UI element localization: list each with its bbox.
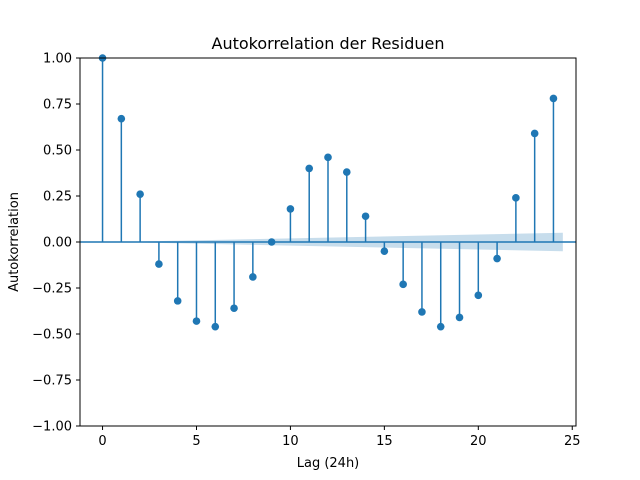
- stem-marker: [530, 129, 539, 138]
- x-tick-label: 0: [98, 434, 106, 449]
- stem-marker: [418, 308, 426, 316]
- y-tick-label: 0.25: [43, 190, 72, 205]
- y-tick-label: −1.00: [32, 420, 72, 435]
- x-tick-label: 25: [564, 434, 581, 449]
- stem-marker: [249, 273, 257, 281]
- stem-marker: [342, 168, 351, 176]
- y-tick-label: 0.50: [43, 144, 72, 159]
- stem-marker: [211, 322, 220, 331]
- stem-marker: [173, 297, 182, 305]
- stem-marker: [361, 212, 370, 221]
- stem-marker: [474, 291, 483, 300]
- x-tick-label: 20: [470, 434, 487, 449]
- x-tick-label: 10: [282, 434, 299, 449]
- y-tick-label: −0.75: [32, 374, 72, 389]
- stem-marker: [436, 322, 445, 331]
- stem-marker: [455, 313, 464, 322]
- stem-marker: [380, 247, 389, 255]
- stem-marker: [324, 153, 332, 162]
- stem-marker: [549, 94, 558, 103]
- stem-marker: [192, 317, 201, 325]
- stem-marker: [286, 205, 295, 213]
- stem-marker: [136, 190, 144, 198]
- stem-marker: [155, 260, 163, 268]
- y-tick-label: 0.00: [43, 236, 72, 251]
- stem-marker: [493, 254, 501, 263]
- stem-marker: [305, 164, 314, 173]
- stem-marker: [399, 280, 407, 289]
- x-axis: 0 5 10 15 20 25: [98, 426, 581, 449]
- stem-marker: [117, 114, 126, 123]
- x-tick-label: 5: [192, 434, 200, 449]
- chart-title: Autokorrelation der Residuen: [212, 34, 445, 53]
- y-axis-label: Autokorrelation: [7, 192, 22, 292]
- y-tick-label: 1.00: [43, 52, 72, 67]
- stem-marker: [512, 194, 520, 202]
- stem-marker: [230, 304, 238, 313]
- x-tick-label: 15: [376, 434, 393, 449]
- y-tick-label: 0.75: [43, 98, 72, 113]
- x-axis-label: Lag (24h): [297, 456, 360, 471]
- y-tick-label: −0.50: [32, 328, 72, 343]
- y-axis: −1.00 −0.75 −0.50 −0.25 0.00 0.25 0.50 0.75 1.00: [32, 52, 80, 435]
- y-tick-label: −0.25: [32, 282, 72, 297]
- stem-series: [98, 54, 558, 331]
